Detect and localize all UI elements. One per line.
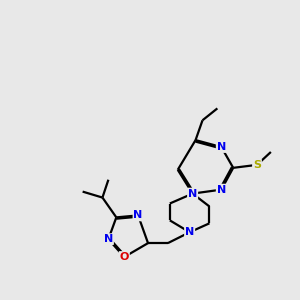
Text: N: N [217,142,226,152]
Text: S: S [253,160,261,170]
Text: O: O [120,252,129,262]
Text: N: N [104,234,113,244]
Text: N: N [185,227,194,237]
Text: N: N [134,210,143,220]
Text: N: N [217,184,226,195]
Text: N: N [188,189,197,199]
